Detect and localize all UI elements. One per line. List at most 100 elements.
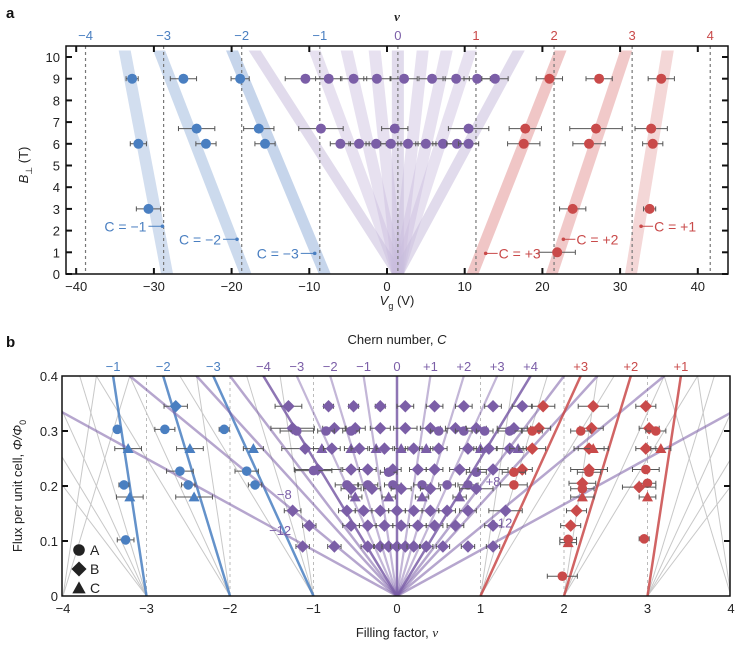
chern-fan-line xyxy=(161,376,232,596)
data-point xyxy=(357,504,370,517)
data-point xyxy=(471,467,482,478)
data-point xyxy=(119,480,129,490)
data-point xyxy=(308,465,319,476)
data-point xyxy=(371,73,382,84)
data-point xyxy=(344,482,358,495)
data-point xyxy=(175,466,185,476)
chern-number-label: +2 xyxy=(623,359,638,374)
chern-fan-line xyxy=(228,376,398,596)
data-point xyxy=(112,424,123,435)
data-point xyxy=(420,443,432,454)
chern-fan-line xyxy=(479,376,583,596)
data-point xyxy=(160,424,170,435)
y-tick-label: 5 xyxy=(53,159,60,174)
chern-fan-line xyxy=(562,376,633,596)
annotation-label: C = −2 xyxy=(179,231,221,247)
panel-b: b Chern number, C −8 −12 +8 +12 −4 −3 −2 −1 0 1 2… xyxy=(6,332,735,640)
data-point xyxy=(124,491,136,502)
data-point xyxy=(247,443,259,454)
nu-tick-label: 0 xyxy=(394,28,401,43)
data-point xyxy=(463,123,474,134)
data-point xyxy=(347,400,360,413)
chern-number-label: −2 xyxy=(323,359,338,374)
x-tick-label: −40 xyxy=(65,279,87,294)
nu-tick-label: 3 xyxy=(629,28,636,43)
grey-fan-line xyxy=(563,376,699,596)
data-point xyxy=(490,73,501,84)
data-point xyxy=(427,73,438,84)
data-point xyxy=(576,491,588,502)
band xyxy=(466,50,567,274)
data-point xyxy=(486,519,500,532)
data-point xyxy=(300,73,311,84)
data-point xyxy=(567,203,578,214)
data-point xyxy=(432,442,445,455)
chern-number-label: −3 xyxy=(206,359,221,374)
data-point xyxy=(411,463,425,476)
chern-number-label: −1 xyxy=(356,359,371,374)
data-point xyxy=(399,73,410,84)
fan-annotation: +8 xyxy=(486,474,501,489)
chern-fan-line xyxy=(646,376,683,596)
data-point xyxy=(641,464,651,475)
data-point xyxy=(315,123,326,134)
chern-fan-line xyxy=(396,376,667,596)
data-point xyxy=(454,491,466,502)
panel-b-title: Chern number, C xyxy=(348,332,448,347)
data-point xyxy=(437,138,448,149)
data-point xyxy=(536,400,550,413)
data-point xyxy=(298,442,312,455)
nu-tick-label: −1 xyxy=(312,28,327,43)
data-point xyxy=(344,463,358,476)
grey-fan-line xyxy=(279,376,314,596)
data-point xyxy=(639,534,649,544)
data-point xyxy=(374,504,387,517)
data-point xyxy=(303,519,316,532)
data-point xyxy=(143,203,154,214)
data-point xyxy=(586,400,600,413)
band xyxy=(624,50,674,274)
data-point xyxy=(353,442,366,455)
grey-fan-line xyxy=(663,376,730,595)
data-point xyxy=(470,482,483,495)
data-point xyxy=(219,424,229,435)
grey-fan-line xyxy=(647,376,715,596)
y-tick-label: 2 xyxy=(53,224,60,239)
grey-fan-line xyxy=(95,376,231,596)
band xyxy=(391,50,525,274)
legend-label: B xyxy=(90,561,99,577)
grey-fan-line xyxy=(647,413,730,596)
data-point xyxy=(557,571,568,581)
y-tick-label: 0.3 xyxy=(40,424,58,439)
panel-b-axes: −4 −3 −2 −1 0 1 2 3 4 0 0.1 0.2 0.3 0.4 −1 −2 −3 −4 −3 −2 −1… xyxy=(40,359,735,616)
grey-fan-line xyxy=(647,486,730,596)
data-point xyxy=(442,480,452,490)
data-point xyxy=(344,519,358,532)
band xyxy=(545,50,633,274)
data-point xyxy=(424,504,437,517)
chern-fan-line xyxy=(295,376,399,596)
x-tick-label: −2 xyxy=(223,601,238,616)
data-point xyxy=(335,138,346,149)
data-point xyxy=(459,426,469,436)
grey-fan-line xyxy=(697,376,730,593)
data-point xyxy=(286,504,299,517)
panel-b-letter: b xyxy=(6,334,15,351)
nu-tick-label: −4 xyxy=(78,28,93,43)
data-point xyxy=(641,491,654,502)
x-tick-label: 40 xyxy=(691,279,705,294)
panel-b-xlabel: Filling factor, ν xyxy=(356,625,439,640)
data-point xyxy=(591,123,602,134)
data-point xyxy=(388,480,398,490)
data-point xyxy=(402,138,413,149)
data-point xyxy=(374,422,387,435)
data-point xyxy=(394,519,408,532)
nu-tick-label: −3 xyxy=(156,28,171,43)
chern-number-label: +2 xyxy=(456,359,471,374)
data-point xyxy=(512,443,524,454)
grey-fan-line xyxy=(62,376,97,596)
x-tick-label: −20 xyxy=(221,279,243,294)
data-point xyxy=(453,463,466,476)
